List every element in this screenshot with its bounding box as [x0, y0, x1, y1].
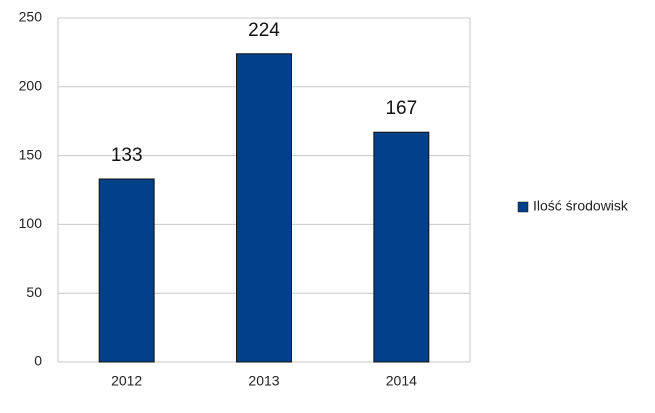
- y-tick-label: 250: [19, 9, 43, 25]
- x-tick-label: 2013: [248, 373, 279, 389]
- x-tick-label: 2012: [111, 373, 142, 389]
- bar: [98, 178, 155, 363]
- y-tick-label: 150: [19, 146, 43, 162]
- legend-marker: [517, 201, 529, 213]
- legend-label: Ilość środowisk: [533, 198, 629, 214]
- bar: [373, 131, 430, 363]
- x-tick-label: 2014: [386, 373, 417, 389]
- value-label: 133: [111, 145, 143, 166]
- y-tick-label: 100: [19, 215, 43, 231]
- value-label: 167: [385, 98, 417, 119]
- value-label: 224: [248, 20, 280, 41]
- y-tick-label: 200: [19, 78, 43, 94]
- bar: [236, 53, 292, 363]
- y-tick-label: 50: [26, 284, 42, 300]
- y-tick-label: 0: [34, 353, 42, 369]
